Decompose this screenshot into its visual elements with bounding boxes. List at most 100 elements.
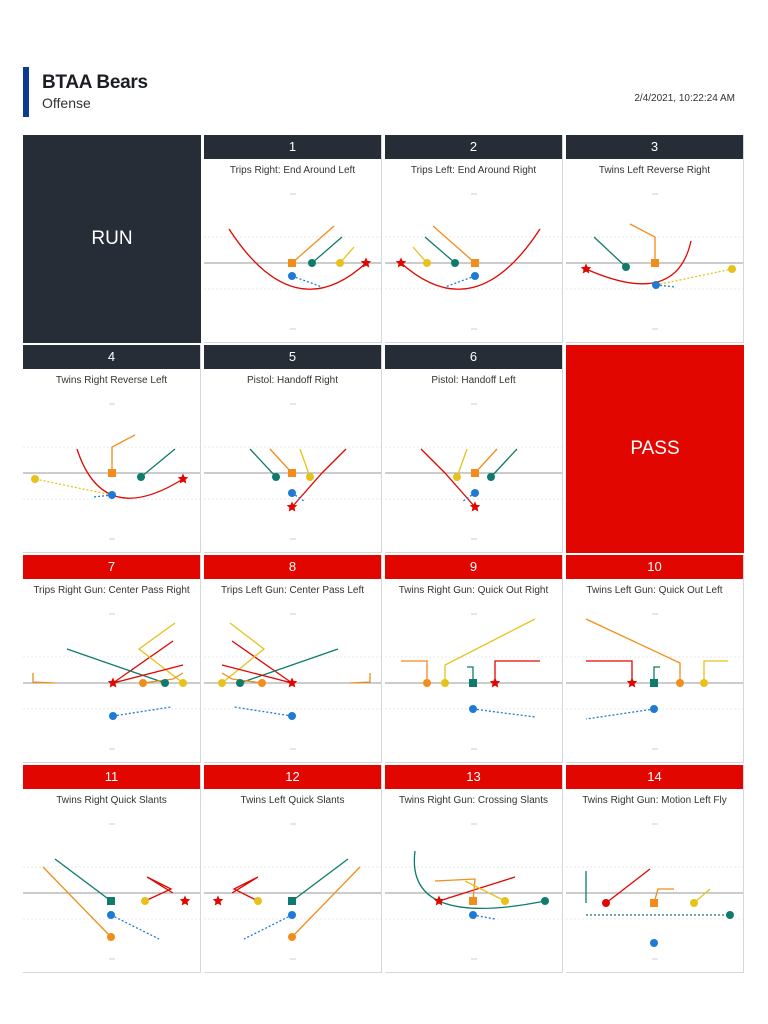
player-marker <box>423 679 431 687</box>
player-marker <box>107 911 115 919</box>
player-marker <box>258 679 266 687</box>
player-marker <box>487 473 495 481</box>
route-line <box>140 448 176 478</box>
star-player-marker <box>286 501 298 512</box>
player-marker <box>651 259 659 267</box>
unit-subtitle: Offense <box>42 95 91 111</box>
player-marker <box>108 491 116 499</box>
timestamp: 2/4/2021, 10:22:24 AM <box>634 93 735 104</box>
route-line <box>703 660 728 683</box>
player-marker <box>236 679 244 687</box>
pass-section-tile: PASS <box>566 345 744 553</box>
play-card[interactable]: 2 Trips Left: End Around Right <box>385 135 563 343</box>
route-line <box>299 448 311 478</box>
player-marker <box>308 259 316 267</box>
route-line <box>221 664 293 684</box>
route-line <box>311 236 343 264</box>
route-line <box>221 672 263 684</box>
play-name: Trips Left Gun: Center Pass Left <box>220 585 365 596</box>
play-name: Twins Right Quick Slants <box>56 795 167 806</box>
route-line <box>585 708 655 720</box>
play-number: 4 <box>23 345 200 369</box>
player-marker <box>469 911 477 919</box>
player-marker <box>652 281 660 289</box>
route-line <box>291 492 305 502</box>
route-line <box>249 448 277 478</box>
play-diagram <box>385 403 562 540</box>
route-line <box>42 866 112 938</box>
play-name: Twins Right Gun: Motion Left Fly <box>582 795 727 806</box>
player-marker <box>179 679 187 687</box>
player-marker <box>31 475 39 483</box>
player-marker <box>288 469 296 477</box>
player-marker <box>602 899 610 907</box>
player-marker <box>306 473 314 481</box>
play-diagram <box>23 613 200 750</box>
route-line <box>605 868 651 904</box>
route-line <box>76 448 184 499</box>
play-card[interactable]: 5 Pistol: Handoff Right <box>204 345 382 553</box>
play-card[interactable]: 10 Twins Left Gun: Quick Out Left <box>566 555 744 763</box>
route-line <box>585 240 692 285</box>
player-marker <box>469 897 477 905</box>
route-line <box>655 284 677 288</box>
play-card[interactable]: 3 Twins Left Reverse Right <box>566 135 744 343</box>
route-line <box>233 706 293 717</box>
play-card[interactable]: 8 Trips Left Gun: Center Pass Left <box>204 555 382 763</box>
route-line <box>593 236 627 268</box>
player-marker <box>650 679 658 687</box>
route-line <box>32 673 56 684</box>
route-line <box>401 660 428 683</box>
route-line <box>112 664 184 684</box>
play-name: Trips Right Gun: Center Pass Right <box>33 585 190 596</box>
player-marker <box>471 259 479 267</box>
player-marker <box>441 679 449 687</box>
route-line <box>110 914 160 940</box>
route-line <box>585 618 681 683</box>
play-name: Trips Right: End Around Left <box>229 165 356 176</box>
player-marker <box>726 911 734 919</box>
route-line <box>291 858 349 902</box>
player-marker <box>469 705 477 713</box>
player-marker <box>107 897 115 905</box>
player-marker <box>288 489 296 497</box>
play-diagram <box>204 613 381 750</box>
route-line <box>653 888 674 904</box>
play-card[interactable]: 14 Twins Right Gun: Motion Left Fly <box>566 765 744 973</box>
player-marker <box>700 679 708 687</box>
route-line <box>462 492 476 502</box>
play-number: 8 <box>204 555 381 579</box>
play-card[interactable]: 1 Trips Right: End Around Left <box>204 135 382 343</box>
play-number: 11 <box>23 765 200 789</box>
route-line <box>655 268 733 286</box>
play-number: 6 <box>385 345 562 369</box>
star-player-marker <box>212 895 224 906</box>
play-card[interactable]: 7 Trips Right Gun: Center Pass Right <box>23 555 201 763</box>
route-line <box>291 275 323 288</box>
player-marker <box>676 679 684 687</box>
route-line <box>221 622 266 684</box>
route-line <box>420 448 476 508</box>
player-marker <box>728 265 736 273</box>
route-line <box>142 672 184 684</box>
play-card[interactable]: 9 Twins Right Gun: Quick Out Right <box>385 555 563 763</box>
play-card[interactable]: 6 Pistol: Handoff Left <box>385 345 563 553</box>
star-player-marker <box>286 677 298 688</box>
play-name: Trips Left: End Around Right <box>410 165 537 176</box>
play-card[interactable]: 11 Twins Right Quick Slants <box>23 765 201 973</box>
play-card[interactable]: 12 Twins Left Quick Slants <box>204 765 382 973</box>
route-line <box>291 866 361 938</box>
play-card[interactable]: 4 Twins Right Reverse Left <box>23 345 201 553</box>
play-name: Pistol: Handoff Right <box>247 375 338 386</box>
route-line <box>92 494 113 498</box>
player-marker <box>161 679 169 687</box>
play-card[interactable]: 13 Twins Right Gun: Crossing Slants <box>385 765 563 973</box>
star-player-marker <box>177 473 189 484</box>
star-player-marker <box>395 257 407 268</box>
route-line <box>137 622 184 684</box>
play-number: 3 <box>566 135 743 159</box>
route-line <box>228 228 367 290</box>
play-diagram <box>385 613 562 750</box>
route-line <box>424 236 456 264</box>
run-label: RUN <box>91 228 133 249</box>
